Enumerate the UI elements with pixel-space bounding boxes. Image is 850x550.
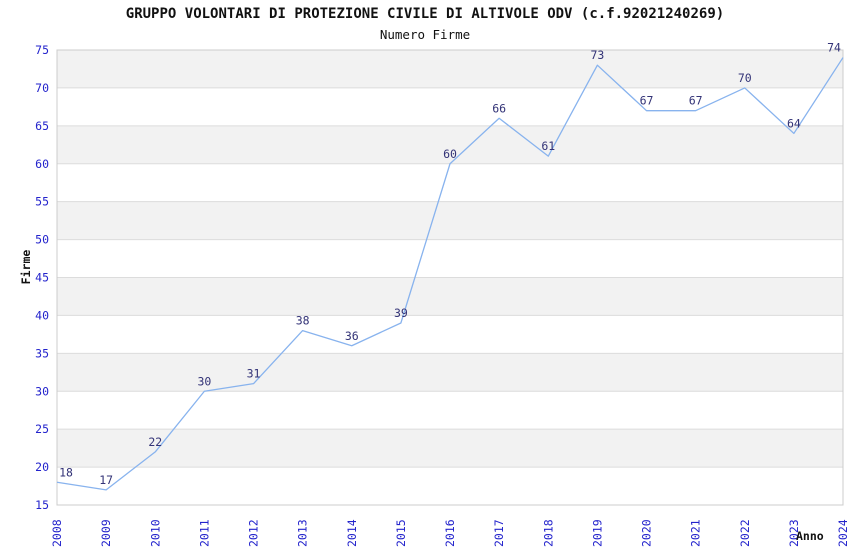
x-tick-label: 2011 — [197, 519, 211, 547]
data-point-label: 36 — [345, 329, 359, 343]
y-tick-label: 20 — [35, 460, 49, 474]
y-tick-label: 70 — [35, 81, 49, 95]
x-tick-label: 2018 — [541, 519, 555, 547]
data-point-label: 66 — [492, 101, 506, 115]
plot-border — [56, 49, 844, 506]
y-tick-label: 40 — [35, 308, 49, 322]
y-tick-label: 55 — [35, 195, 49, 209]
x-tick-label: 2013 — [296, 519, 310, 547]
data-point-label: 74 — [827, 41, 841, 55]
data-point-label: 67 — [689, 94, 703, 108]
data-point-label: 64 — [787, 116, 801, 130]
y-tick-label: 30 — [35, 384, 49, 398]
data-point-label: 22 — [148, 435, 162, 449]
plot-band — [57, 125, 843, 164]
x-tick-label: 2014 — [345, 519, 359, 547]
data-point-label: 67 — [640, 94, 654, 108]
chart-subtitle: Numero Firme — [379, 27, 471, 42]
data-point-label: 61 — [541, 139, 555, 153]
x-tick-label: 2019 — [590, 519, 604, 547]
y-tick-label: 35 — [35, 346, 49, 360]
plot-band — [57, 239, 843, 278]
chart-title: GRUPPO VOLONTARI DI PROTEZIONE CIVILE DI… — [125, 6, 725, 22]
plot-band — [57, 391, 843, 430]
x-tick-label: 2020 — [640, 519, 654, 547]
plot-band — [57, 353, 843, 392]
data-point-label: 17 — [99, 473, 113, 487]
x-tick-label: 2008 — [50, 519, 64, 547]
data-point-label: 38 — [296, 314, 310, 328]
plot-band — [57, 87, 843, 126]
x-tick-label: 2017 — [492, 519, 506, 547]
data-point-label: 18 — [59, 465, 73, 479]
x-tick-label: 2021 — [689, 519, 703, 547]
data-line — [56, 57, 844, 491]
data-point-label: 73 — [590, 48, 604, 62]
data-point-label: 70 — [738, 71, 752, 85]
y-tick-label: 75 — [35, 43, 49, 57]
data-point-label: 60 — [443, 147, 457, 161]
y-tick-label: 50 — [35, 233, 49, 247]
plot-band — [57, 277, 843, 316]
data-point-label: 31 — [247, 367, 261, 381]
plot-band — [57, 429, 843, 468]
data-point-label: 39 — [394, 306, 408, 320]
data-point-label: 30 — [197, 374, 211, 388]
y-tick-label: 60 — [35, 157, 49, 171]
plot-band — [57, 315, 843, 354]
plot-band — [57, 467, 843, 505]
plot-band — [57, 201, 843, 240]
plot-band — [57, 163, 843, 202]
x-tick-label: 2016 — [443, 519, 457, 547]
x-tick-label: 2023 — [787, 519, 801, 547]
plot-band — [57, 50, 843, 88]
x-tick-label: 2022 — [738, 519, 752, 547]
x-tick-label: 2012 — [247, 519, 261, 547]
y-tick-label: 25 — [35, 422, 49, 436]
y-tick-label: 15 — [35, 498, 49, 512]
x-tick-label: 2010 — [148, 519, 162, 547]
y-tick-label: 65 — [35, 119, 49, 133]
x-tick-label: 2024 — [836, 519, 850, 547]
x-tick-label: 2009 — [99, 519, 113, 547]
x-axis-title: Anno — [796, 529, 824, 543]
y-tick-label: 45 — [35, 271, 49, 285]
x-tick-label: 2015 — [394, 519, 408, 547]
